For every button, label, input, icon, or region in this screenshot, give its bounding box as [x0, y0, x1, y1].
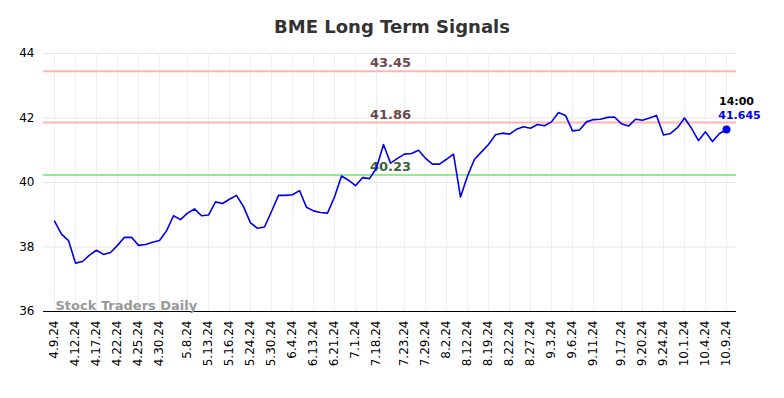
- svg-text:38: 38: [19, 240, 34, 254]
- svg-text:44: 44: [19, 46, 34, 60]
- svg-text:8.12.24: 8.12.24: [460, 321, 474, 367]
- svg-text:41.645: 41.645: [718, 109, 760, 122]
- svg-text:6.21.24: 6.21.24: [327, 321, 341, 367]
- svg-text:Stock Traders Daily: Stock Traders Daily: [56, 298, 198, 313]
- svg-text:10.9.24: 10.9.24: [719, 321, 733, 367]
- svg-text:8.27.24: 8.27.24: [523, 321, 537, 367]
- svg-text:9.20.24: 9.20.24: [635, 321, 649, 367]
- svg-text:8.2.24: 8.2.24: [439, 321, 453, 359]
- svg-text:9.17.24: 9.17.24: [614, 321, 628, 367]
- svg-text:5.13.24: 5.13.24: [201, 321, 215, 367]
- svg-text:40: 40: [19, 175, 34, 189]
- svg-text:4.12.24: 4.12.24: [68, 321, 82, 367]
- svg-text:5.30.24: 5.30.24: [264, 321, 278, 367]
- svg-text:4.22.24: 4.22.24: [110, 321, 124, 367]
- svg-text:6.13.24: 6.13.24: [306, 321, 320, 367]
- svg-text:5.16.24: 5.16.24: [222, 321, 236, 367]
- svg-text:4.30.24: 4.30.24: [152, 321, 166, 367]
- svg-text:9.11.24: 9.11.24: [586, 321, 600, 367]
- svg-text:7.1.24: 7.1.24: [348, 321, 362, 359]
- svg-text:42: 42: [19, 111, 34, 125]
- svg-text:9.6.24: 9.6.24: [565, 321, 579, 359]
- svg-text:4.17.24: 4.17.24: [89, 321, 103, 367]
- svg-text:9.24.24: 9.24.24: [656, 321, 670, 367]
- svg-text:9.3.24: 9.3.24: [544, 321, 558, 359]
- svg-text:5.8.24: 5.8.24: [180, 321, 194, 359]
- svg-text:7.18.24: 7.18.24: [369, 321, 383, 367]
- svg-text:7.23.24: 7.23.24: [397, 321, 411, 367]
- svg-text:6.4.24: 6.4.24: [285, 321, 299, 359]
- svg-text:5.24.24: 5.24.24: [243, 321, 257, 367]
- svg-text:8.19.24: 8.19.24: [481, 321, 495, 367]
- html-text:BME Long Term Signals: BME Long Term Signals: [274, 16, 510, 37]
- svg-text:10.1.24: 10.1.24: [677, 321, 691, 367]
- svg-text:43.45: 43.45: [370, 55, 411, 70]
- svg-text:4.9.24: 4.9.24: [47, 321, 61, 359]
- svg-text:7.29.24: 7.29.24: [418, 321, 432, 367]
- svg-text:4.25.24: 4.25.24: [131, 321, 145, 367]
- svg-text:8.22.24: 8.22.24: [502, 321, 516, 367]
- svg-text:10.4.24: 10.4.24: [698, 321, 712, 367]
- svg-text:40.23: 40.23: [369, 159, 412, 175]
- svg-text:36: 36: [19, 304, 34, 318]
- svg-text:14:00: 14:00: [719, 95, 754, 108]
- svg-text:41.86: 41.86: [370, 107, 411, 122]
